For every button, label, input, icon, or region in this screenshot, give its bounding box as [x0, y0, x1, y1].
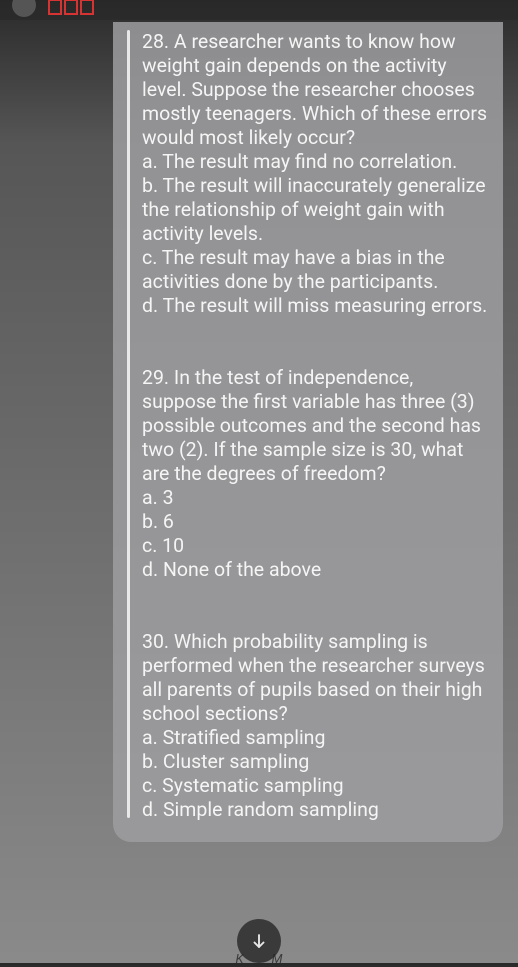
avatar[interactable]	[12, 0, 36, 17]
question-option: d. Simple random sampling	[142, 798, 489, 822]
question-block: 29. In the test of independence, suppose…	[142, 366, 489, 582]
red-box	[64, 0, 78, 15]
footer-left-char: K	[236, 952, 244, 967]
text-content: 28. A researcher wants to know how weigh…	[142, 22, 489, 826]
question-prompt: 29. In the test of independence, suppose…	[142, 366, 489, 486]
question-option: b. 6	[142, 510, 489, 534]
footer-right-char: M	[271, 952, 282, 967]
question-option: c. Systematic sampling	[142, 774, 489, 798]
question-option: d. None of the above	[142, 558, 489, 582]
question-option: a. The result may find no correlation.	[142, 150, 489, 174]
question-block: 30. Which probability sampling is perfor…	[142, 630, 489, 822]
arrow-down-icon	[250, 932, 268, 950]
question-option: a. Stratified sampling	[142, 726, 489, 750]
header-bar	[0, 0, 518, 20]
question-option: b. The result will inaccurately generali…	[142, 174, 489, 246]
red-box	[48, 0, 62, 15]
question-option: c. The result may have a bias in the act…	[142, 246, 489, 294]
question-prompt: 28. A researcher wants to know how weigh…	[142, 30, 489, 150]
content-card: 28. A researcher wants to know how weigh…	[113, 22, 503, 842]
red-box	[80, 0, 94, 15]
red-indicator-boxes	[48, 0, 94, 15]
question-option: a. 3	[142, 486, 489, 510]
question-option: d. The result will miss measuring errors…	[142, 294, 489, 318]
question-prompt: 30. Which probability sampling is perfor…	[142, 630, 489, 726]
question-option: b. Cluster sampling	[142, 750, 489, 774]
quote-border	[127, 30, 130, 818]
question-block: 28. A researcher wants to know how weigh…	[142, 30, 489, 318]
question-option: c. 10	[142, 534, 489, 558]
footer-labels: K M	[236, 952, 283, 967]
scroll-wrapper: K M	[0, 923, 518, 963]
